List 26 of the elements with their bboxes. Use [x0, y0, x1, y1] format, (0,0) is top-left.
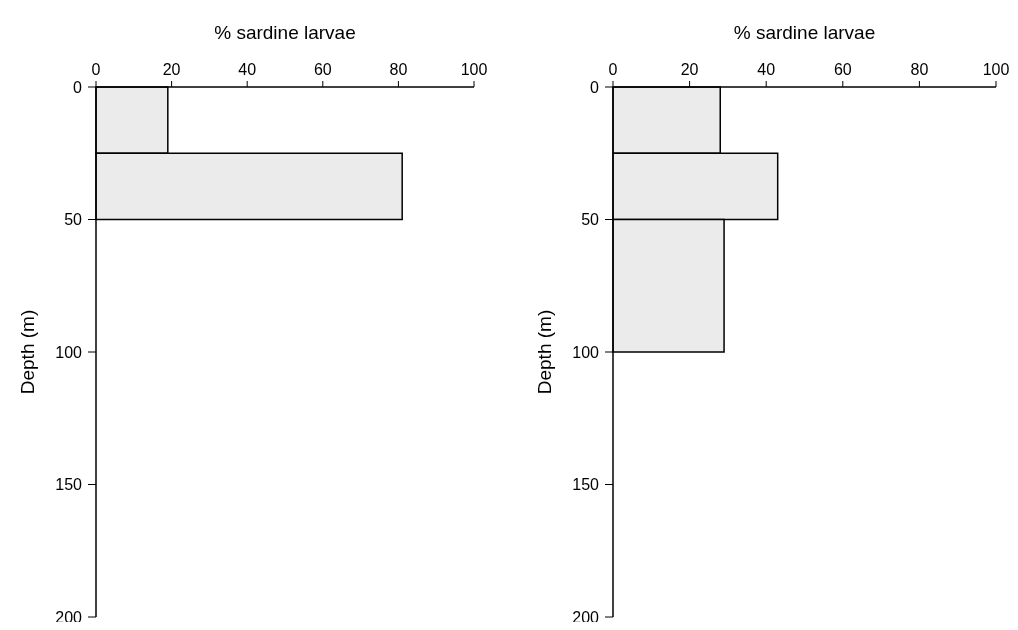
x-tick-label: 0 [91, 61, 101, 78]
x-tick-label: 100 [982, 61, 1010, 78]
x-tick-label: 40 [757, 61, 776, 78]
x-tick-label: 40 [238, 61, 257, 78]
y-tick-label: 150 [55, 476, 83, 494]
x-tick-label: 60 [313, 61, 332, 78]
y-tick-label: 0 [590, 78, 600, 96]
x-tick-label: 60 [833, 61, 852, 78]
y-tick-label: 50 [581, 211, 600, 229]
y-tick-label: 150 [572, 476, 600, 494]
y-tick-label: 0 [73, 78, 83, 96]
x-tick-label: 80 [910, 61, 929, 78]
x-tick-label: 80 [389, 61, 408, 78]
x-axis-title: % sardine larvae [214, 22, 356, 43]
x-tick-label: 100 [460, 61, 488, 78]
y-tick-label: 200 [572, 608, 600, 626]
x-tick-label: 20 [680, 61, 699, 78]
y-tick-label: 50 [64, 211, 83, 229]
y-tick-label: 100 [55, 343, 83, 361]
y-tick-label: 200 [55, 608, 83, 626]
x-tick-label: 20 [162, 61, 181, 78]
y-axis-title: Depth (m) [534, 309, 555, 395]
y-axis-title: Depth (m) [17, 309, 38, 395]
x-tick-label: 0 [608, 61, 618, 78]
y-tick-label: 100 [572, 343, 600, 361]
x-axis-title: % sardine larvae [733, 22, 876, 43]
